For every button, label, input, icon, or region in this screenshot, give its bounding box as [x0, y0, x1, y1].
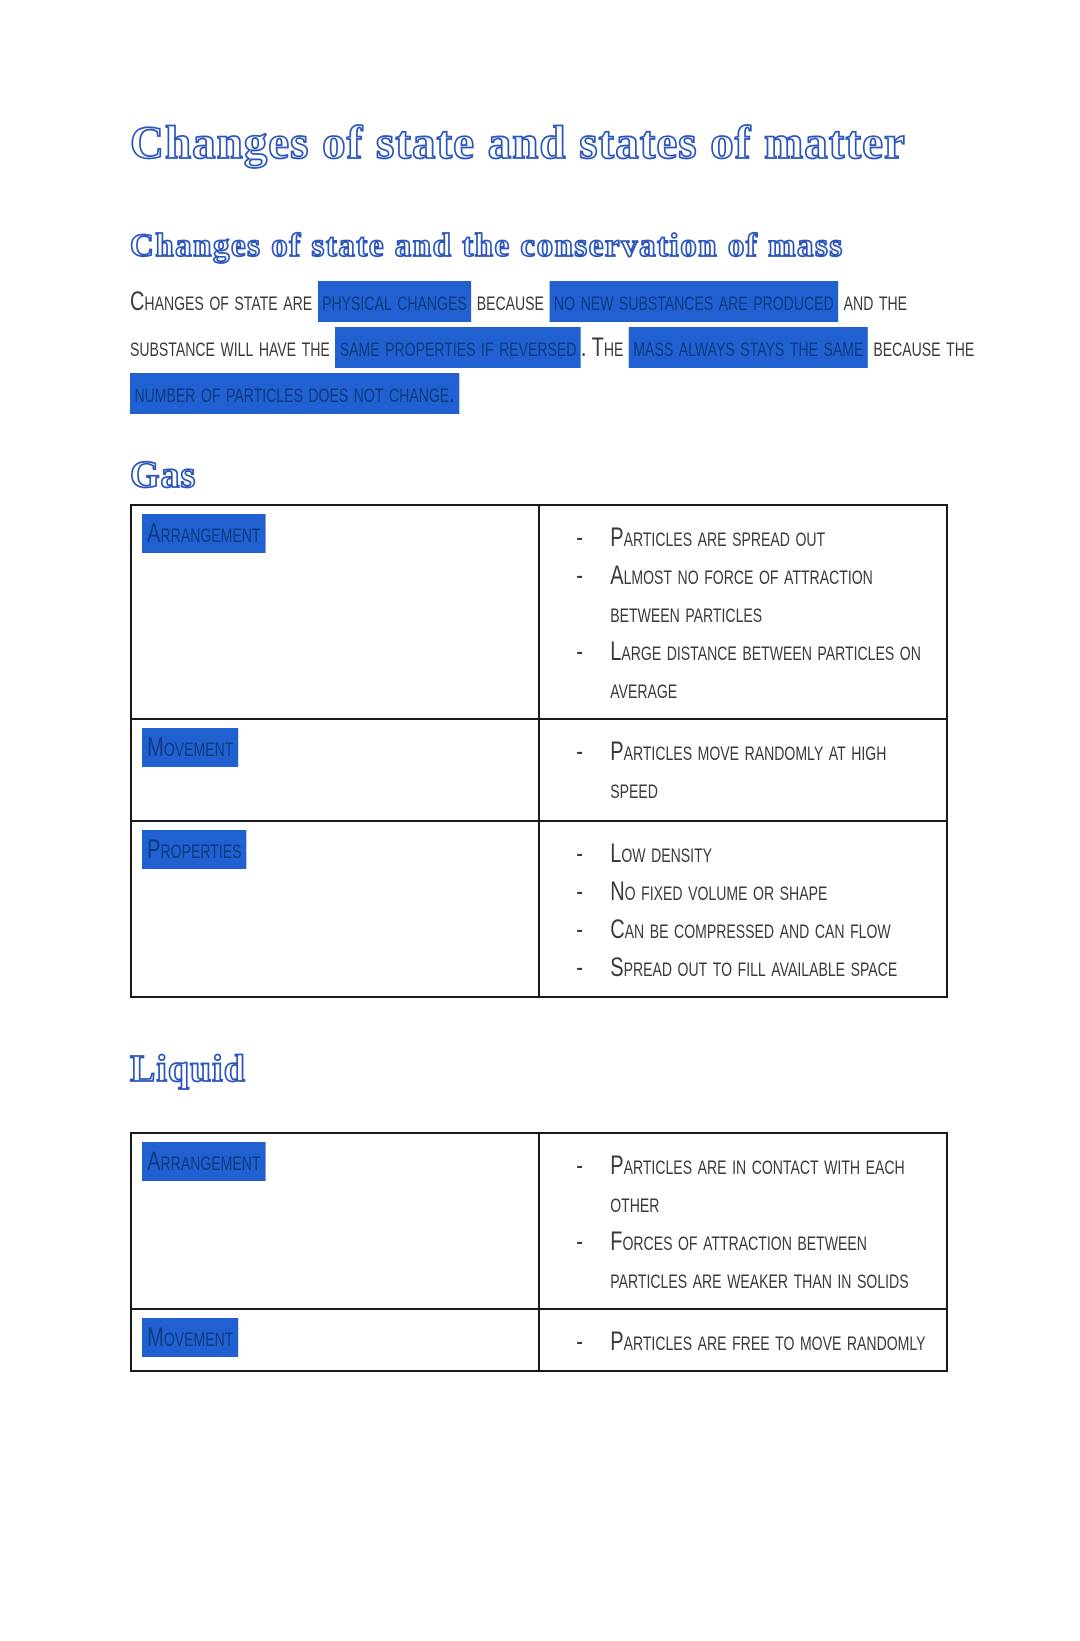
bullet-list: - Particles are spread out - Almost no forc… [554, 518, 932, 708]
paragraph-line: substance will have the same properties … [130, 324, 974, 370]
table-row: Movement - Particles are free to move rand… [130, 1308, 948, 1372]
section-heading-gas: Gas [129, 453, 197, 497]
row-label-content: Arrangement [142, 1142, 528, 1181]
bullet-dash: - [576, 736, 583, 766]
highlighted-text: same properties if reversed [335, 327, 581, 368]
row-bullets-content: - Low density - No fixed volume or shape - Ca… [554, 834, 932, 986]
page-title: Changes of state and states of matter [129, 116, 906, 170]
bullet-dash: - [576, 1326, 583, 1356]
bullet-item: - Particles are free to move randomly [554, 1322, 932, 1360]
bullet-item: - Forces of attraction between particles … [554, 1222, 932, 1298]
bullet-dash: - [576, 914, 583, 944]
highlighted-text: number of particles does not change. [130, 373, 460, 414]
bullet-item: - Almost no force of attraction between p… [554, 556, 932, 632]
highlighted-text: mass always stays the same [628, 327, 868, 368]
gas-table: Arrangement - Particles are spread out - Alm… [130, 504, 948, 998]
table-row: Arrangement - Particles are spread out - Alm… [130, 504, 948, 720]
bullet-item: - Particles are in contact with each othe… [554, 1146, 932, 1222]
row-label-content: Movement [142, 728, 528, 767]
bullet-dash: - [576, 876, 583, 906]
bullet-text: Spread out to fill available space [610, 952, 898, 982]
paragraph-text: substance will have the [130, 332, 336, 362]
bullet-list: - Particles move randomly at high speed [554, 732, 932, 808]
table-row: Properties - Low density - No fixed volume o… [130, 820, 948, 998]
bullet-list: - Low density - No fixed volume or shape - Ca… [554, 834, 932, 986]
bullet-item: - Particles are spread out [554, 518, 932, 556]
paragraph-line: number of particles does not change. [130, 370, 948, 416]
row-label: Properties [142, 830, 247, 869]
bullet-item: - Low density [554, 834, 932, 872]
bullet-item: - Large distance between particles on ave… [554, 632, 932, 708]
bullet-text: Low density [610, 838, 713, 868]
paragraph-text: Changes of state are [130, 286, 318, 316]
bullet-dash: - [576, 522, 583, 552]
row-label-content: Movement [142, 1318, 528, 1357]
row-label: Arrangement [142, 514, 266, 553]
bullet-item: - No fixed volume or shape [554, 872, 932, 910]
bullet-dash: - [576, 838, 583, 868]
bullet-dash: - [576, 560, 583, 590]
bullet-text: Can be compressed and can flow [610, 914, 891, 944]
table-row: Arrangement - Particles are in contact wit… [130, 1132, 948, 1310]
row-bullets-cell: - Low density - No fixed volume or shape - Ca… [538, 820, 948, 998]
intro-paragraph: Changes of state are physical changes be… [130, 278, 974, 416]
row-bullets-content: - Particles move randomly at high speed [554, 732, 932, 808]
bullet-text: No fixed volume or shape [610, 876, 828, 906]
row-bullets-cell: - Particles are free to move randomly [538, 1308, 948, 1372]
highlighted-text: physical changes [317, 281, 472, 322]
row-label-content: Arrangement [142, 514, 528, 553]
bullet-text: Particles are in contact with each other [610, 1150, 905, 1218]
bullet-dash: - [576, 952, 583, 982]
row-bullets-content: - Particles are in contact with each othe… [554, 1146, 932, 1298]
row-label-cell: Movement [130, 1308, 540, 1372]
paragraph-text: and the [838, 286, 908, 316]
bullet-item: - Can be compressed and can flow [554, 910, 932, 948]
paragraph-line: Changes of state are physical changes be… [130, 278, 948, 324]
bullet-text: Almost no force of attraction between pa… [610, 560, 873, 628]
paragraph-text: because the [867, 332, 975, 362]
bullet-list: - Particles are in contact with each othe… [554, 1146, 932, 1298]
section-heading-conservation: Changes of state and the conservation of… [129, 227, 844, 265]
row-bullets-cell: - Particles move randomly at high speed [538, 718, 948, 822]
bullet-text: Forces of attraction between particles a… [610, 1226, 909, 1294]
bullet-item: - Particles move randomly at high speed [554, 732, 932, 808]
row-bullets-content: - Particles are free to move randomly [554, 1322, 932, 1360]
table-row: Movement - Particles move randomly at high… [130, 718, 948, 822]
row-label-cell: Arrangement [130, 504, 540, 720]
intro-paragraph-text: Changes of state are physical changes be… [130, 278, 974, 416]
row-label: Movement [142, 1318, 239, 1357]
section-heading-liquid: Liquid [129, 1047, 246, 1091]
row-bullets-cell: - Particles are spread out - Almost no forc… [538, 504, 948, 720]
row-bullets-content: - Particles are spread out - Almost no forc… [554, 518, 932, 708]
document-page: Changes of state and states of matter Ch… [0, 116, 1080, 1372]
row-label: Movement [142, 728, 239, 767]
row-label: Arrangement [142, 1142, 266, 1181]
row-label-content: Properties [142, 830, 528, 869]
bullet-dash: - [576, 636, 583, 666]
bullet-text: Particles are free to move randomly [610, 1326, 926, 1356]
bullet-text: Particles are spread out [610, 522, 826, 552]
bullet-list: - Particles are free to move randomly [554, 1322, 932, 1360]
row-label-cell: Movement [130, 718, 540, 822]
row-label-cell: Properties [130, 820, 540, 998]
liquid-table: Arrangement - Particles are in contact wit… [130, 1132, 948, 1372]
bullet-item: - Spread out to fill available space [554, 948, 932, 986]
paragraph-text: because [471, 286, 550, 316]
highlighted-text: no new substances are produced [549, 281, 839, 322]
bullet-dash: - [576, 1150, 583, 1180]
row-bullets-cell: - Particles are in contact with each othe… [538, 1132, 948, 1310]
bullet-dash: - [576, 1226, 583, 1256]
bullet-text: Large distance between particles on aver… [610, 636, 921, 704]
paragraph-text: . The [580, 332, 629, 362]
row-label-cell: Arrangement [130, 1132, 540, 1310]
bullet-text: Particles move randomly at high speed [610, 736, 887, 804]
